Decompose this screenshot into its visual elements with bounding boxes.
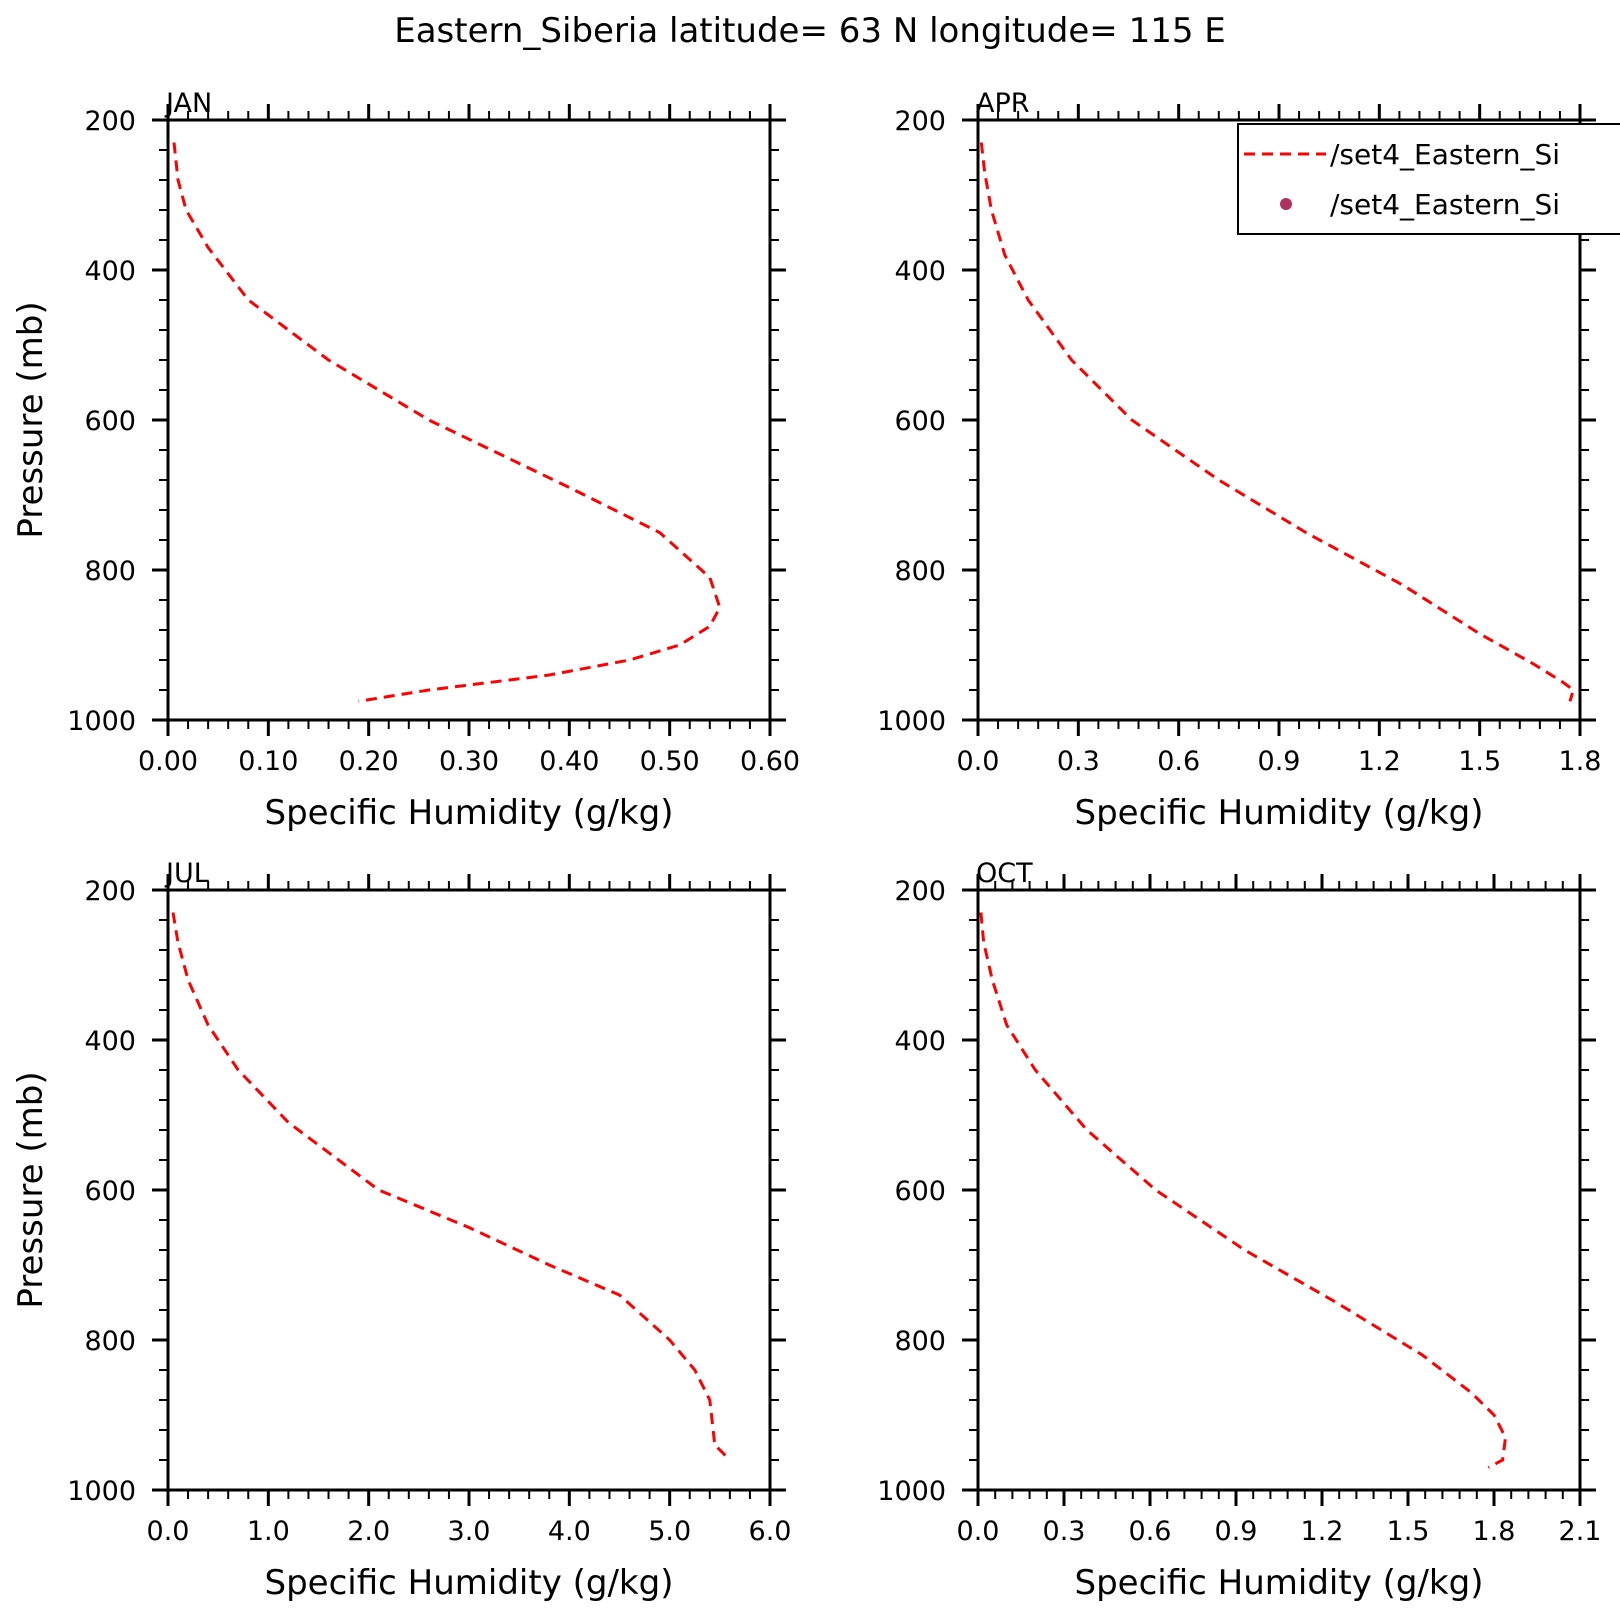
x-axis-title: Specific Humidity (g/kg): [1075, 1563, 1484, 1603]
x-axis-title: Specific Humidity (g/kg): [265, 1563, 674, 1603]
y-tick-label: 400: [84, 1026, 136, 1057]
y-tick-label: 1000: [877, 1476, 946, 1507]
panel-title: JUL: [164, 858, 209, 889]
x-tick-label: 4.0: [548, 1516, 591, 1547]
x-tick-label: 0.9: [1258, 746, 1301, 777]
panel-title: APR: [976, 88, 1030, 119]
legend-dot-swatch: [1280, 198, 1292, 210]
series-line-oct: [979, 912, 1508, 1469]
plot-frame: [166, 888, 772, 1492]
x-tick-label: 1.2: [1358, 746, 1401, 777]
x-tick-label: 0.40: [539, 746, 599, 777]
y-axis-title: Pressure (mb): [11, 1071, 51, 1308]
y-tick-label: 600: [84, 1176, 136, 1207]
y-tick-label: 800: [84, 556, 136, 587]
x-tick-label: 2.0: [347, 1516, 390, 1547]
y-tick-label: 200: [894, 106, 946, 137]
series-line-jan: [172, 142, 722, 703]
x-tick-label: 0.9: [1215, 1516, 1258, 1547]
x-tick-label: 0.3: [1043, 1516, 1086, 1547]
y-tick-label: 200: [84, 876, 136, 907]
x-tick-label: 0.6: [1157, 746, 1200, 777]
x-tick-label: 0.0: [147, 1516, 190, 1547]
x-tick-label: 1.8: [1473, 1516, 1516, 1547]
y-axis-title: Pressure (mb): [11, 301, 51, 538]
x-tick-label: 0.6: [1129, 1516, 1172, 1547]
panel-title: OCT: [976, 858, 1033, 889]
y-tick-label: 800: [894, 556, 946, 587]
y-tick-label: 400: [84, 256, 136, 287]
series-line-jul: [171, 912, 731, 1462]
y-tick-label: 600: [894, 1176, 946, 1207]
x-tick-label: 0.3: [1057, 746, 1100, 777]
y-tick-label: 600: [894, 406, 946, 437]
x-tick-label: 0.60: [740, 746, 800, 777]
x-tick-label: 0.0: [957, 1516, 1000, 1547]
x-tick-label: 0.30: [439, 746, 499, 777]
x-tick-label: 0.00: [138, 746, 198, 777]
panel-oct: OCT 0.0 0.3 0.6 0.9 1.2 1.5 1.8 2.1 200 400 600 800 1…: [877, 858, 1601, 1603]
panel-jul: JUL 0.0 1.0 2.0 3.0 4.0 5.0 6.0 200 400 600 800 1000…: [11, 858, 791, 1603]
y-tick-label: 400: [894, 1026, 946, 1057]
x-tick-label: 1.2: [1301, 1516, 1344, 1547]
series-line-apr: [979, 142, 1576, 702]
x-axis-title: Specific Humidity (g/kg): [265, 793, 674, 833]
x-tick-label: 1.0: [247, 1516, 290, 1547]
x-tick-label: 0.10: [238, 746, 298, 777]
x-tick-label: 5.0: [648, 1516, 691, 1547]
x-tick-label: 1.5: [1387, 1516, 1430, 1547]
y-tick-label: 200: [84, 106, 136, 137]
legend-label: /set4_Eastern_Si: [1330, 188, 1560, 221]
x-tick-label: 6.0: [749, 1516, 792, 1547]
legend-box: [1237, 123, 1620, 235]
x-tick-label: 0.20: [339, 746, 399, 777]
y-tick-label: 800: [894, 1326, 946, 1357]
plot-frame: [166, 118, 772, 722]
plot-frame: [976, 888, 1582, 1492]
x-tick-label: 1.5: [1458, 746, 1501, 777]
x-tick-label: 2.1: [1559, 1516, 1602, 1547]
legend: /set4_Eastern_Si/set4_Eastern_Si: [1237, 123, 1620, 235]
y-tick-label: 1000: [67, 1476, 136, 1507]
y-tick-label: 800: [84, 1326, 136, 1357]
panel-apr: APR 0.0 0.3 0.6 0.9 1.2 1.5 1.8 200 400 600 800 1000…: [877, 88, 1601, 833]
x-tick-label: 0.50: [640, 746, 700, 777]
legend-label: /set4_Eastern_Si: [1330, 138, 1560, 171]
x-axis-title: Specific Humidity (g/kg): [1075, 793, 1484, 833]
y-tick-label: 1000: [67, 706, 136, 737]
y-tick-label: 200: [894, 876, 946, 907]
y-tick-label: 1000: [877, 706, 946, 737]
y-tick-label: 400: [894, 256, 946, 287]
y-tick-label: 600: [84, 406, 136, 437]
x-tick-label: 1.8: [1559, 746, 1602, 777]
x-tick-label: 3.0: [448, 1516, 491, 1547]
figure-title: Eastern_Siberia latitude= 63 N longitude…: [394, 11, 1226, 51]
x-tick-label: 0.0: [957, 746, 1000, 777]
